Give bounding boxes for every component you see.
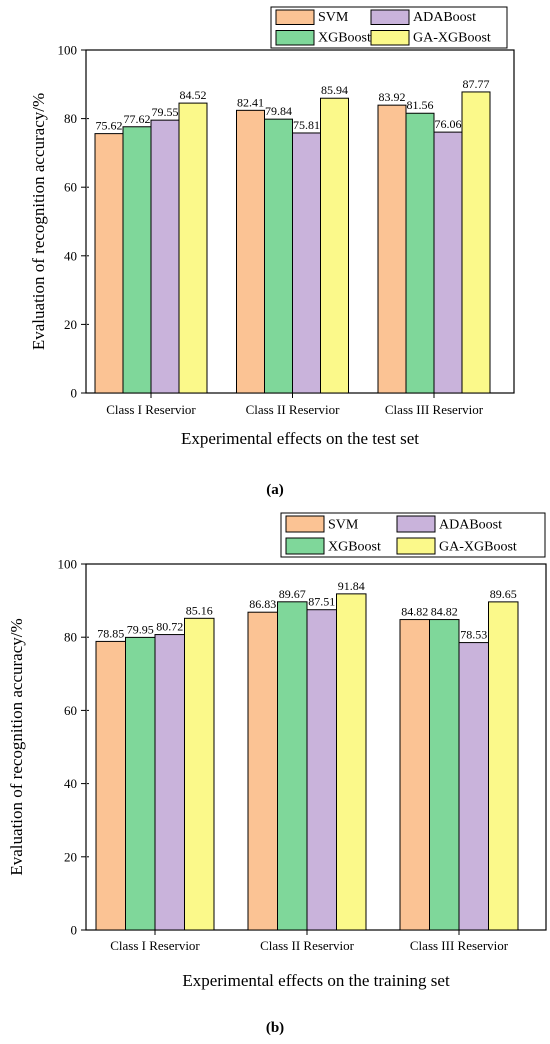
x-axis-title: Experimental effects on the training set <box>182 971 450 990</box>
bar-ga-xgboost-1 <box>178 102 208 394</box>
data-label: 80.72 <box>156 620 183 634</box>
bar-ga-xgboost-1 <box>184 617 215 931</box>
bar-adaboost-2 <box>292 132 321 394</box>
x-axis-title: Experimental effects on the test set <box>181 429 419 448</box>
x-tick-label: Class III Reservior <box>410 938 509 953</box>
bar-svm-1 <box>94 133 124 394</box>
y-tick-label: 100 <box>58 43 78 58</box>
legend-label: SVM <box>328 518 359 533</box>
data-label: 75.62 <box>96 119 123 133</box>
data-label: 78.53 <box>460 628 487 642</box>
data-label: 77.62 <box>124 112 151 126</box>
panel-label: (a) <box>266 482 284 498</box>
legend-swatch-xgboost <box>285 537 325 555</box>
y-tick-label: 100 <box>58 557 78 572</box>
x-tick-label: Class III Reservior <box>385 402 484 417</box>
data-label: 81.56 <box>407 98 434 112</box>
data-label: 83.92 <box>379 90 406 104</box>
data-label: 85.16 <box>186 603 213 617</box>
bar-adaboost-3 <box>458 642 489 931</box>
x-tick-label: Class II Reservior <box>246 402 341 417</box>
bar-svm-3 <box>399 619 430 931</box>
legend-label: GA-XGBoost <box>413 31 491 46</box>
y-axis-title: Evaluation of recognition accuracy/% <box>29 93 48 350</box>
y-tick-label: 0 <box>71 386 78 401</box>
legend-label: ADABoost <box>413 10 476 25</box>
data-label: 87.51 <box>308 595 335 609</box>
data-label: 86.83 <box>249 597 276 611</box>
data-label: 82.41 <box>237 95 264 109</box>
y-tick-label: 40 <box>64 248 77 263</box>
y-tick-label: 80 <box>64 630 77 645</box>
bar-adaboost-1 <box>150 119 180 394</box>
data-label: 79.95 <box>127 622 154 636</box>
legend-swatch-ga-xgboost <box>396 537 436 555</box>
data-label: 78.85 <box>97 626 124 640</box>
bar-svm-1 <box>95 640 126 931</box>
data-label: 79.55 <box>152 105 179 119</box>
legend-swatch-adaboost <box>370 9 410 25</box>
x-tick-label: Class I Reservior <box>110 938 200 953</box>
legend-swatch-svm <box>275 9 315 25</box>
x-tick-label: Class I Reservior <box>106 402 196 417</box>
data-label: 84.52 <box>180 88 207 102</box>
data-label: 79.84 <box>265 104 292 118</box>
data-label: 87.77 <box>463 77 490 91</box>
y-tick-label: 20 <box>64 849 77 864</box>
legend-label: XGBoost <box>328 540 381 555</box>
y-tick-label: 0 <box>71 923 78 938</box>
bar-ga-xgboost-2 <box>336 593 367 931</box>
bar-ga-xgboost-3 <box>461 91 491 394</box>
bar-svm-2 <box>247 611 278 931</box>
bar-xgboost-1 <box>122 126 152 394</box>
data-label: 84.82 <box>401 605 428 619</box>
legend-label: SVM <box>318 10 349 25</box>
y-tick-label: 60 <box>64 180 77 195</box>
bar-adaboost-1 <box>154 634 185 931</box>
data-label: 89.67 <box>279 587 306 601</box>
legend-swatch-ga-xgboost <box>370 30 410 46</box>
data-label: 76.06 <box>435 117 462 131</box>
bar-adaboost-2 <box>306 609 337 931</box>
bar-xgboost-3 <box>405 112 435 394</box>
y-tick-label: 60 <box>64 703 77 718</box>
legend-swatch-adaboost <box>396 515 436 533</box>
bar-ga-xgboost-2 <box>320 97 349 394</box>
x-tick-label: Class II Reservior <box>260 938 355 953</box>
y-tick-label: 40 <box>64 776 77 791</box>
bar-svm-2 <box>236 109 265 394</box>
data-label: 75.81 <box>293 118 320 132</box>
panel-label: (b) <box>266 1020 284 1036</box>
data-label: 84.82 <box>431 605 458 619</box>
legend-label: GA-XGBoost <box>439 540 517 555</box>
y-axis-title: Evaluation of recognition accuracy/% <box>7 618 26 875</box>
legend-label: XGBoost <box>318 31 371 46</box>
y-tick-label: 80 <box>64 111 77 126</box>
legend-label: ADABoost <box>439 518 502 533</box>
data-label: 85.94 <box>321 83 348 97</box>
bar-svm-3 <box>377 104 407 394</box>
bar-adaboost-3 <box>433 131 463 394</box>
bar-ga-xgboost-3 <box>488 601 519 931</box>
legend-swatch-svm <box>285 515 325 533</box>
data-label: 91.84 <box>338 579 365 593</box>
bar-xgboost-2 <box>264 118 293 394</box>
bar-xgboost-3 <box>429 619 460 931</box>
bar-xgboost-1 <box>125 636 156 931</box>
bar-xgboost-2 <box>277 601 308 931</box>
data-label: 89.65 <box>490 587 517 601</box>
legend-swatch-xgboost <box>275 30 315 46</box>
y-tick-label: 20 <box>64 317 77 332</box>
